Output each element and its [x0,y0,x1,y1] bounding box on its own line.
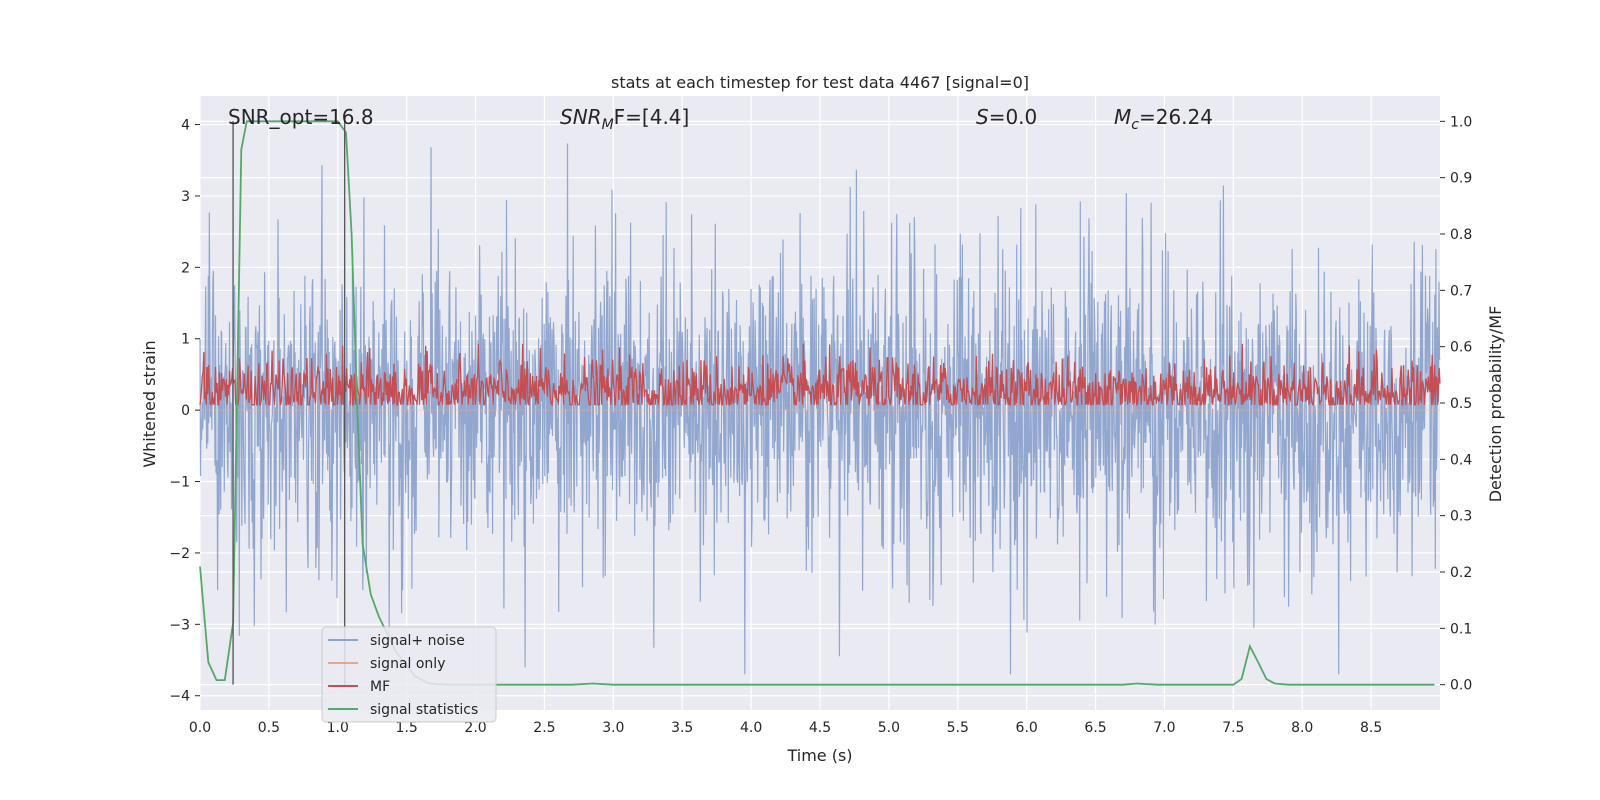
y2-tick-label: 0.8 [1450,227,1472,243]
x-tick-label: 6.0 [1016,720,1038,736]
legend-label-mf: MF [370,679,390,695]
y-tick-label: 4 [181,118,190,134]
y-tick-label: 0 [181,403,190,419]
vertical-markers [232,120,346,685]
y-tick-label: 3 [181,189,190,205]
x-axis-label: Time (s) [786,746,852,765]
y2-tick-label: 0.9 [1450,171,1472,187]
x-tick-label: 0.0 [189,720,211,736]
y2-ticks: 1.0 0.9 0.8 0.7 0.6 0.5 0.4 0.3 0.2 0.1 0.0 [1440,114,1472,694]
legend-label-signal-statistics: signal statistics [370,702,478,718]
x-tick-label: 4.5 [809,720,831,736]
y-tick-label: −3 [169,617,190,633]
x-tick-label: 5.5 [947,720,969,736]
y-tick-label: 1 [181,332,190,348]
y-axis-label: Whitened strain [140,340,159,467]
x-tick-label: 2.0 [464,720,486,736]
y-tick-label: −4 [169,689,190,705]
y2-tick-label: 0.0 [1450,678,1472,694]
y-ticks: 4 3 2 1 0 −1 −2 −3 −4 [169,118,200,705]
y2-tick-label: 0.7 [1450,283,1472,299]
y-tick-label: −2 [169,546,190,562]
x-tick-label: 5.0 [878,720,900,736]
legend-label-signal-noise: signal+ noise [370,633,465,649]
y2-tick-label: 0.2 [1450,565,1472,581]
y2-tick-label: 0.1 [1450,621,1472,637]
legend-box [321,626,497,723]
annotation-snr-opt-text: SNR_opt=16.8 [228,105,374,129]
annotation-s: S=0.0 [976,105,1037,129]
legend: signal+ noise signal only MF signal stat… [321,626,497,723]
annotation-snr-opt: SNR_opt=16.8 [228,105,374,129]
x-tick-label: 2.5 [533,720,555,736]
chart-title: stats at each timestep for test data 446… [611,73,1029,92]
mf-series [199,343,1441,407]
y-tick-label: −1 [169,475,190,491]
x-tick-label: 7.5 [1222,720,1244,736]
y-tick-label: 2 [181,260,190,276]
annotation-snr-mf: SNRMF=[4.4] [560,105,689,133]
y2-tick-label: 1.0 [1450,114,1472,130]
x-tick-label: 6.5 [1084,720,1106,736]
y2-axis-label: Detection probability/MF [1486,306,1505,503]
x-tick-label: 0.5 [258,720,280,736]
x-tick-label: 4.0 [740,720,762,736]
y2-tick-label: 0.5 [1450,396,1472,412]
x-tick-label: 3.5 [671,720,693,736]
mf-line [199,343,1441,407]
annotation-mc-main: M [1114,105,1131,129]
x-tick-label: 7.0 [1153,720,1175,736]
x-tick-label: 1.5 [396,720,418,736]
y2-tick-label: 0.3 [1450,509,1472,525]
annotation-s-main: S [976,105,989,129]
y2-tick-label: 0.6 [1450,340,1472,356]
annotation-s-rest: =0.0 [989,105,1038,129]
annotation-snr-mf-main: SNR [560,105,602,129]
annotation-mc-rest: =26.24 [1139,105,1213,129]
x-tick-label: 3.0 [602,720,624,736]
annotation-snr-mf-sub: M [602,117,614,133]
x-tick-label: 8.5 [1360,720,1382,736]
x-ticks: 0.0 0.5 1.0 1.5 2.0 2.5 3.0 3.5 4.0 4.5 5.0 5.5 6.0 6… [189,720,1382,736]
legend-label-signal-only: signal only [370,656,445,672]
annotation-mc-sub: c [1131,117,1139,133]
annotation-snr-mf-rest: F=[4.4] [614,105,690,129]
annotation-mc: Mc=26.24 [1114,105,1213,133]
x-tick-label: 8.0 [1291,720,1313,736]
x-tick-label: 1.0 [327,720,349,736]
y2-tick-label: 0.4 [1450,452,1472,468]
